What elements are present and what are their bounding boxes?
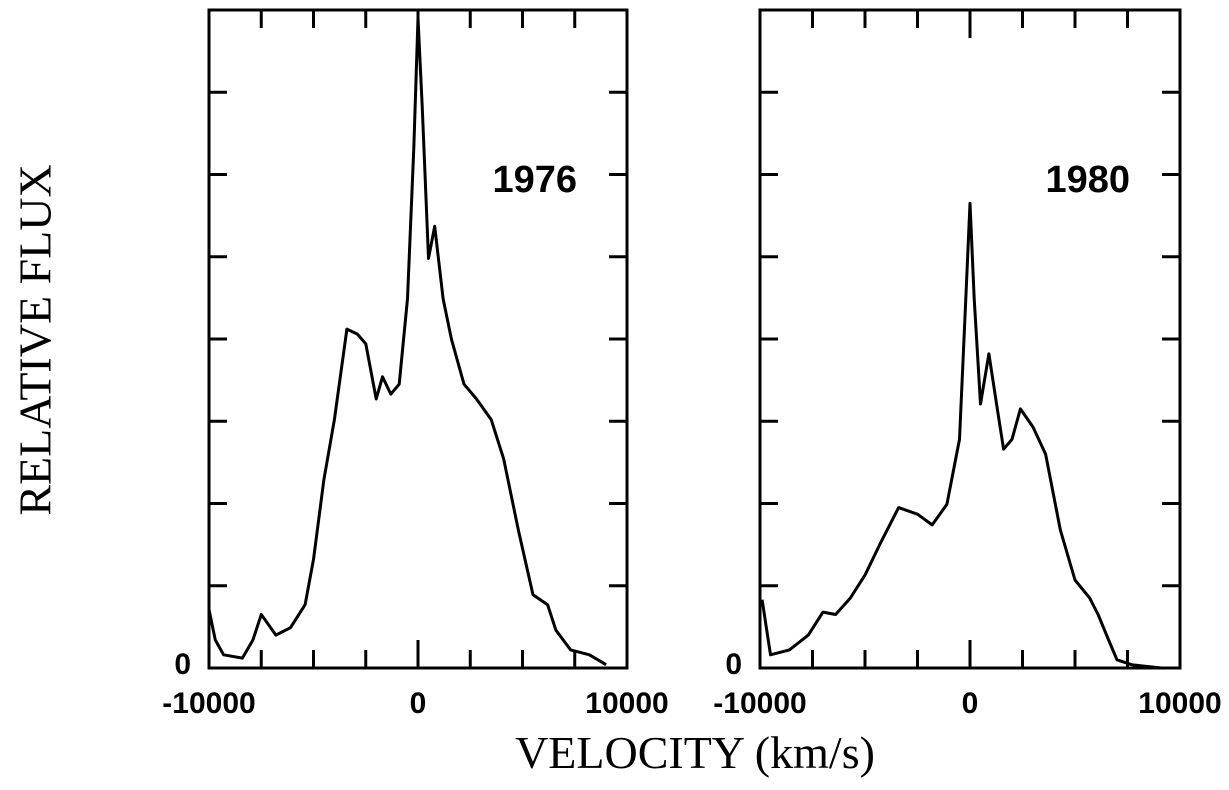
y-tick-label: 0 [725, 648, 742, 681]
x-tick-label: 0 [410, 687, 427, 720]
panel-annotation: 1980 [1045, 159, 1130, 201]
spectrum-line [760, 201, 1162, 670]
panel-annotation: 1976 [492, 159, 577, 201]
x-tick-label: 10000 [1138, 687, 1221, 720]
plot-frame [758, 8, 1182, 670]
plot-frame [207, 8, 629, 670]
x-tick-label: -10000 [162, 687, 255, 720]
x-tick-label: 0 [962, 687, 979, 720]
x-tick-label: 10000 [585, 687, 668, 720]
spectrum-line [207, 16, 607, 666]
x-tick-label: -10000 [713, 687, 806, 720]
y-tick-label: 0 [174, 648, 191, 681]
y-axis-label: RELATIVE FLUX [10, 164, 61, 515]
x-axis-label: VELOCITY (km/s) [515, 727, 875, 778]
